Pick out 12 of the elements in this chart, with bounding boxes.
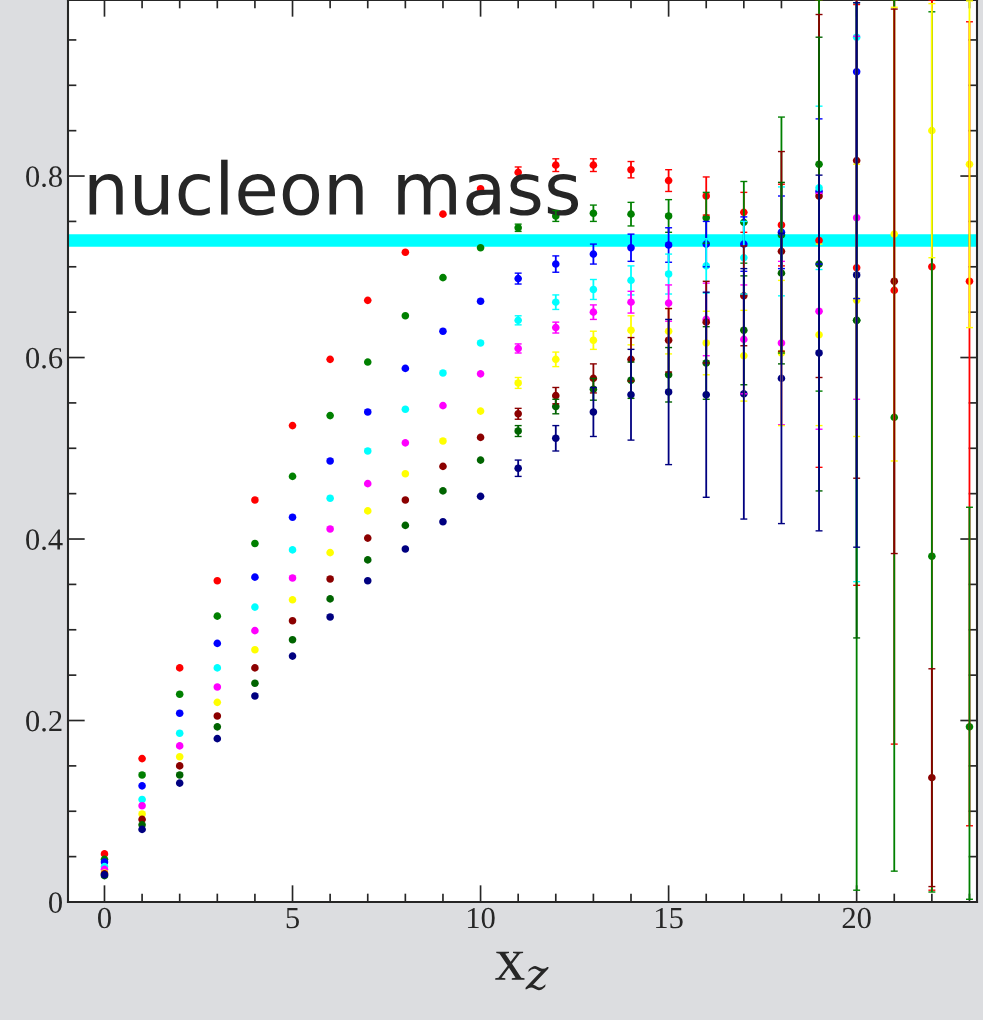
- y-tick-label: 0.6: [26, 347, 63, 369]
- y-tick-label: 0.2: [26, 710, 62, 732]
- x-tick-label: 10: [467, 907, 495, 929]
- ref-line-label: nucleon mass: [89, 159, 579, 216]
- x-tick-label: 5: [286, 908, 299, 929]
- y-tick-label: 0.8: [26, 166, 62, 188]
- y-tick-label: 0: [49, 892, 62, 913]
- x-tick-label: 15: [656, 907, 683, 929]
- x-tick-label: 20: [842, 907, 871, 929]
- x-tick-label: 0: [98, 907, 111, 929]
- y-tick-label: 0.4: [26, 529, 63, 551]
- x-axis-title: x$_{z}$: [495, 951, 549, 991]
